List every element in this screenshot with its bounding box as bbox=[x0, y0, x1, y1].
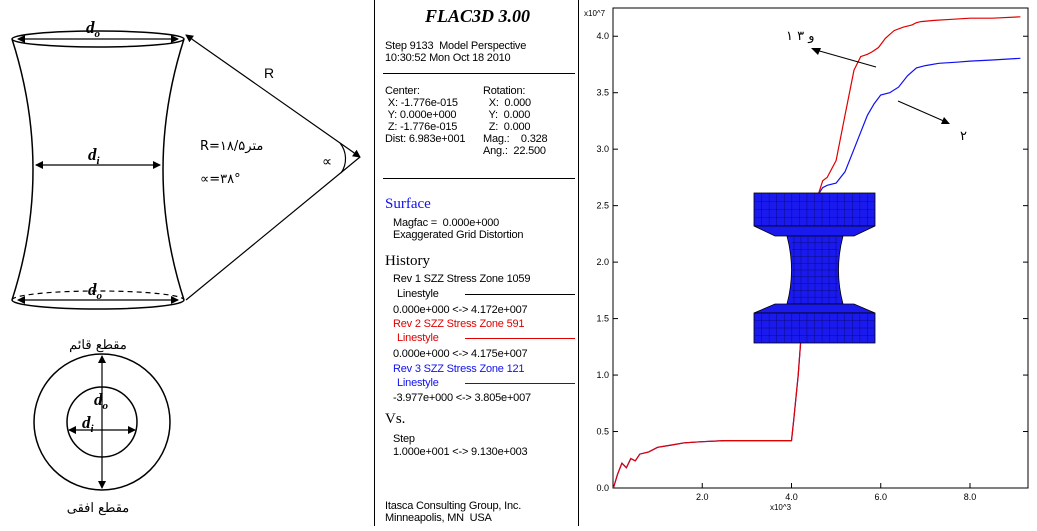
center-y: Y: 0.000e+000 bbox=[385, 109, 457, 121]
history-heading: History bbox=[385, 253, 430, 269]
x-tick-label: 2.0 bbox=[696, 492, 709, 502]
alpha-formula: ∝=۳۸° bbox=[200, 172, 241, 187]
x-axis-multiplier: x10^3 bbox=[770, 503, 792, 512]
y-tick-label: 1.5 bbox=[596, 314, 609, 324]
R-formula: R=۱۸/۵متر bbox=[200, 139, 263, 154]
annotation-arrow bbox=[815, 49, 877, 68]
horizontal-section-caption: مقطع افقی bbox=[67, 501, 130, 516]
rotation-y: Y: 0.000 bbox=[483, 109, 531, 121]
rev2-linestyle: Linestyle bbox=[397, 332, 439, 344]
divider bbox=[383, 178, 575, 179]
vs-heading: Vs. bbox=[385, 411, 406, 427]
y-tick-label: 3.5 bbox=[596, 88, 609, 98]
bottom-ellipse-front bbox=[11, 299, 185, 310]
left-wall bbox=[11, 38, 34, 301]
mesh-taper bbox=[753, 225, 876, 237]
rotation-label: Rotation: bbox=[483, 85, 526, 97]
annotation-arrowhead bbox=[941, 117, 950, 124]
radius-arrow bbox=[185, 34, 361, 158]
rev3-range: -3.977e+000 <-> 3.805e+007 bbox=[393, 392, 531, 404]
y-axis-multiplier: x10^7 bbox=[584, 9, 606, 18]
outer-circle bbox=[33, 353, 171, 491]
x-tick-label: 6.0 bbox=[874, 492, 887, 502]
mag: Mag.: 0.328 bbox=[483, 133, 548, 145]
y-tick-label: 2.5 bbox=[596, 201, 609, 211]
hyperboloid-diagram: do di do R ∝ R=۱۸/۵متر ∝=۳۸° مقطع قائم d… bbox=[11, 18, 361, 516]
vs-range: 1.000e+001 <-> 9.130e+003 bbox=[393, 446, 528, 458]
y-tick-label: 0.0 bbox=[596, 483, 609, 493]
radius-line-lower bbox=[185, 156, 361, 301]
x-tick-label: 4.0 bbox=[785, 492, 798, 502]
y-tick-label: 4.0 bbox=[596, 31, 609, 41]
di-label: di bbox=[88, 145, 101, 167]
mesh-inset bbox=[753, 192, 876, 344]
do-bottom-label: do bbox=[88, 280, 103, 302]
mesh-taper bbox=[753, 303, 876, 314]
rev1-linestyle: Linestyle bbox=[397, 288, 439, 300]
rev1-line-sample bbox=[465, 294, 575, 295]
y-tick-label: 1.0 bbox=[596, 370, 609, 380]
y-tick-label: 3.0 bbox=[596, 144, 609, 154]
y-tick-label: 2.0 bbox=[596, 257, 609, 267]
alpha-label: ∝ bbox=[322, 153, 332, 169]
rev2-label: Rev 2 SZZ Stress Zone 591 bbox=[393, 318, 525, 330]
flac-title: FLAC3D 3.00 bbox=[424, 6, 530, 26]
annotation-arrow bbox=[897, 100, 947, 123]
history-chart-area: 0.0 0.5 1.0 1.5 2.0 2.5 3.0 3.5 4.0 2.0 4.0 6.0 8.0 x… bbox=[580, 0, 1037, 526]
time-line: 10:30:52 Mon Oct 18 2010 bbox=[385, 52, 511, 64]
exaggerated-distortion: Exaggerated Grid Distortion bbox=[393, 229, 524, 241]
flac3d-info-panel: FLAC3D 3.00 Step 9133 Model Perspective … bbox=[374, 0, 579, 526]
magfac: Magfac = 0.000e+000 bbox=[393, 217, 500, 229]
vs-step: Step bbox=[393, 433, 415, 445]
annotation-series-2: ۲ bbox=[960, 129, 967, 144]
step-line: Step 9133 Model Perspective bbox=[385, 40, 527, 52]
company: Itasca Consulting Group, Inc. bbox=[385, 500, 522, 512]
annotation-arrowhead bbox=[811, 48, 821, 55]
x-tick-label: 8.0 bbox=[964, 492, 977, 502]
rev2-line-sample bbox=[465, 338, 575, 339]
rev1-label: Rev 1 SZZ Stress Zone 1059 bbox=[393, 273, 531, 285]
vertical-section-caption: مقطع قائم bbox=[69, 338, 127, 353]
plot-frame bbox=[612, 7, 1029, 489]
R-label: R bbox=[264, 65, 274, 81]
rotation-x: X: 0.000 bbox=[483, 97, 531, 109]
divider bbox=[383, 73, 575, 74]
circle-do-label: do bbox=[94, 390, 109, 412]
history-chart: 0.0 0.5 1.0 1.5 2.0 2.5 3.0 3.5 4.0 2.0 4.0 6.0 8.0 x… bbox=[584, 7, 1029, 512]
do-top-label: do bbox=[86, 18, 101, 40]
surface-heading: Surface bbox=[385, 196, 431, 212]
angle-arc bbox=[339, 142, 347, 174]
rev2-range: 0.000e+000 <-> 4.175e+007 bbox=[393, 348, 528, 360]
mesh-model bbox=[753, 192, 876, 344]
rev1-range: 0.000e+000 <-> 4.172e+007 bbox=[393, 304, 528, 316]
right-wall bbox=[162, 38, 185, 301]
chart-axes: 0.0 0.5 1.0 1.5 2.0 2.5 3.0 3.5 4.0 2.0 4.0 6.0 8.0 x… bbox=[584, 7, 1029, 512]
rev3-label: Rev 3 SZZ Stress Zone 121 bbox=[393, 363, 525, 375]
rev3-line-sample bbox=[465, 383, 575, 384]
center-z: Z: -1.776e-015 bbox=[385, 121, 458, 133]
center-label: Center: bbox=[385, 85, 420, 97]
chart-annotations: ۱ و ۳ ۲ bbox=[786, 29, 967, 144]
center-x: X: -1.776e-015 bbox=[385, 97, 458, 109]
rev3-linestyle: Linestyle bbox=[397, 377, 439, 389]
y-tick-label: 0.5 bbox=[596, 427, 609, 437]
circle-di-label: di bbox=[82, 413, 95, 435]
ang: Ang.: 22.500 bbox=[483, 145, 546, 157]
rotation-z: Z: 0.000 bbox=[483, 121, 531, 133]
annotation-series-1-3: ۱ و ۳ bbox=[786, 29, 815, 44]
bottom-ellipse-back bbox=[11, 290, 185, 301]
dist: Dist: 6.983e+001 bbox=[385, 133, 466, 145]
location: Minneapolis, MN USA bbox=[385, 512, 492, 524]
